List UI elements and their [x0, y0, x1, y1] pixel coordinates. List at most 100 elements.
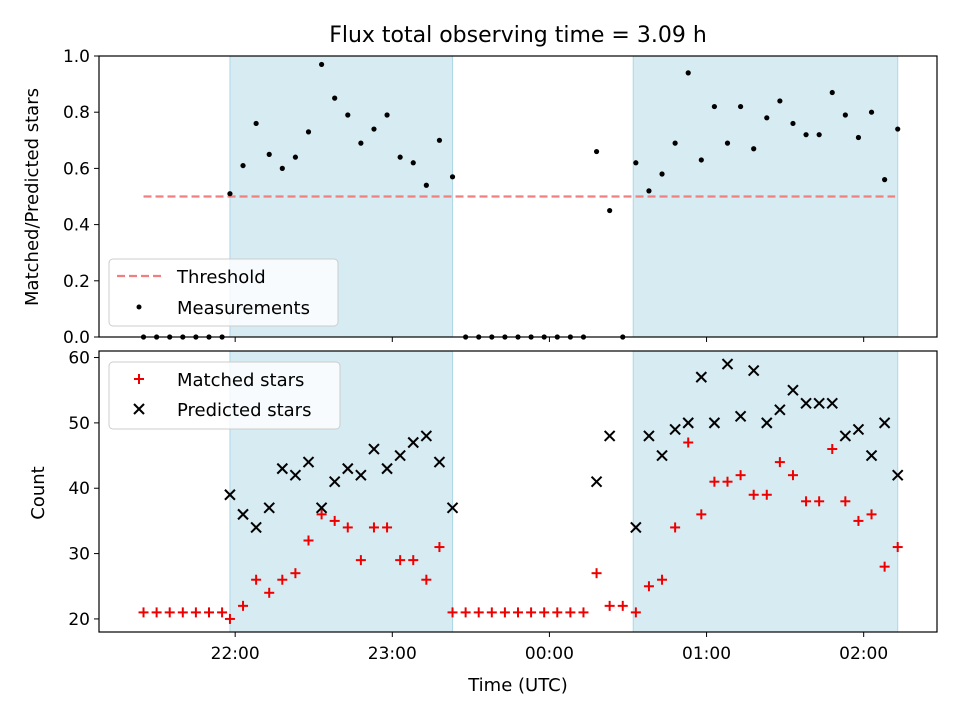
- matched-star-point: [801, 496, 812, 507]
- matched-star-point: [303, 535, 314, 546]
- matched-star-point: [355, 555, 366, 566]
- measurement-point: [436, 137, 443, 143]
- matched-star-point: [238, 600, 249, 611]
- matched-star-point: [604, 600, 615, 611]
- matched-star-point: [892, 542, 903, 553]
- ratio-y-tick-label: 0.6: [63, 159, 90, 179]
- measurement-point: [633, 160, 639, 166]
- measurement-point: [292, 154, 299, 160]
- measurement-point: [685, 70, 691, 76]
- matched-star-point: [683, 437, 694, 448]
- measurement-point: [724, 140, 731, 146]
- matched-star-point: [827, 444, 838, 455]
- predicted-star-point: [603, 430, 616, 442]
- matched-star-point: [853, 515, 864, 526]
- matched-star-point: [368, 522, 379, 533]
- measurement-point: [842, 112, 848, 118]
- threshold-legend-label: Threshold: [176, 267, 266, 288]
- predicted-star-point: [381, 462, 393, 475]
- predicted-star-point: [250, 521, 262, 534]
- matched-star-point: [565, 607, 576, 618]
- chart-title: Flux total observing time = 3.09 h: [329, 23, 707, 48]
- count-y-tick-label: 40: [68, 479, 90, 499]
- matched-star-point: [696, 509, 707, 520]
- predicted-star-point: [761, 417, 773, 429]
- matched-star-point: [526, 607, 537, 618]
- matched-star-point: [190, 607, 201, 618]
- matched-star-point: [552, 607, 563, 618]
- matched-star-point: [486, 607, 497, 618]
- predicted-legend-swatch: [133, 403, 145, 415]
- count-x-axis: 22:00 23:00 00:00 01:00 02:00: [211, 632, 888, 664]
- count-y-tick-label: 30: [68, 545, 90, 565]
- measurement-point: [816, 132, 822, 138]
- observing-windows-bottom: [229, 350, 899, 633]
- count-legend: Matched stars Predicted stars: [108, 361, 341, 430]
- ratio-y-tick-label: 0.8: [63, 103, 90, 123]
- predicted-star-point: [342, 462, 354, 475]
- measurement-point: [855, 134, 862, 141]
- matched-stars-series: [138, 437, 903, 624]
- predicted-star-point: [355, 469, 367, 481]
- matched-star-point: [164, 607, 175, 618]
- count-y-tick-label: 50: [68, 414, 90, 434]
- predicted-star-point: [892, 469, 904, 481]
- predicted-star-point: [315, 502, 328, 514]
- measurement-point: [332, 95, 338, 101]
- predicted-star-point: [224, 489, 236, 501]
- measurement-point: [279, 165, 285, 171]
- ratio-y-axis: 0.0 0.2 0.4 0.6 0.8 1.0: [63, 47, 99, 348]
- matched-star-point: [761, 489, 772, 500]
- predicted-star-point: [721, 358, 734, 370]
- predicted-star-point: [826, 397, 838, 409]
- matched-star-point: [434, 542, 445, 553]
- measurement-point: [240, 162, 246, 169]
- ratio-x-ticks: [234, 337, 865, 342]
- predicted-star-point: [630, 521, 642, 534]
- measurement-point: [253, 120, 259, 127]
- measurement-point: [449, 174, 456, 180]
- measurement-point: [371, 126, 377, 132]
- measurement-point: [803, 132, 809, 138]
- predicted-star-point: [446, 502, 459, 514]
- predicted-star-point: [839, 430, 852, 442]
- matched-star-point: [217, 607, 228, 618]
- ratio-y-tick-label: 0.2: [63, 272, 90, 292]
- count-y-tick-label: 60: [68, 349, 90, 369]
- predicted-legend-label: Predicted stars: [177, 400, 311, 421]
- measurement-point: [711, 103, 718, 110]
- matched-star-point: [513, 607, 523, 618]
- matched-star-point: [316, 509, 327, 520]
- matched-star-point: [787, 470, 798, 481]
- measurement-point: [266, 151, 272, 157]
- matched-star-point: [138, 607, 149, 618]
- count-y-tick-label: 20: [68, 610, 90, 630]
- matched-legend-label: Matched stars: [177, 370, 304, 391]
- measurement-point: [358, 140, 364, 146]
- matched-star-point: [643, 581, 654, 592]
- measurement-point: [868, 109, 875, 115]
- matched-legend-swatch: [134, 374, 144, 384]
- measurement-point: [777, 98, 783, 104]
- predicted-star-point: [787, 384, 799, 396]
- matched-star-point: [630, 607, 641, 618]
- measurement-point: [227, 191, 233, 197]
- matched-star-point: [447, 607, 458, 618]
- predicted-star-point: [368, 443, 380, 455]
- predicted-star-point: [682, 417, 694, 429]
- matched-star-point: [329, 515, 340, 526]
- matched-star-point: [203, 607, 214, 618]
- matched-star-point: [421, 574, 432, 585]
- matched-star-point: [774, 457, 785, 468]
- ratio-y-tick-label: 0.0: [63, 328, 90, 348]
- predicted-star-point: [747, 364, 760, 377]
- matched-star-point: [499, 607, 510, 618]
- predicted-star-point: [813, 397, 825, 409]
- measurement-point: [737, 103, 744, 110]
- measurement-point: [593, 148, 600, 155]
- predicted-star-point: [433, 456, 446, 468]
- ratio-y-tick-label: 0.4: [63, 216, 90, 236]
- matched-star-point: [224, 613, 235, 624]
- matched-star-point: [748, 489, 759, 500]
- measurement-point: [410, 160, 416, 166]
